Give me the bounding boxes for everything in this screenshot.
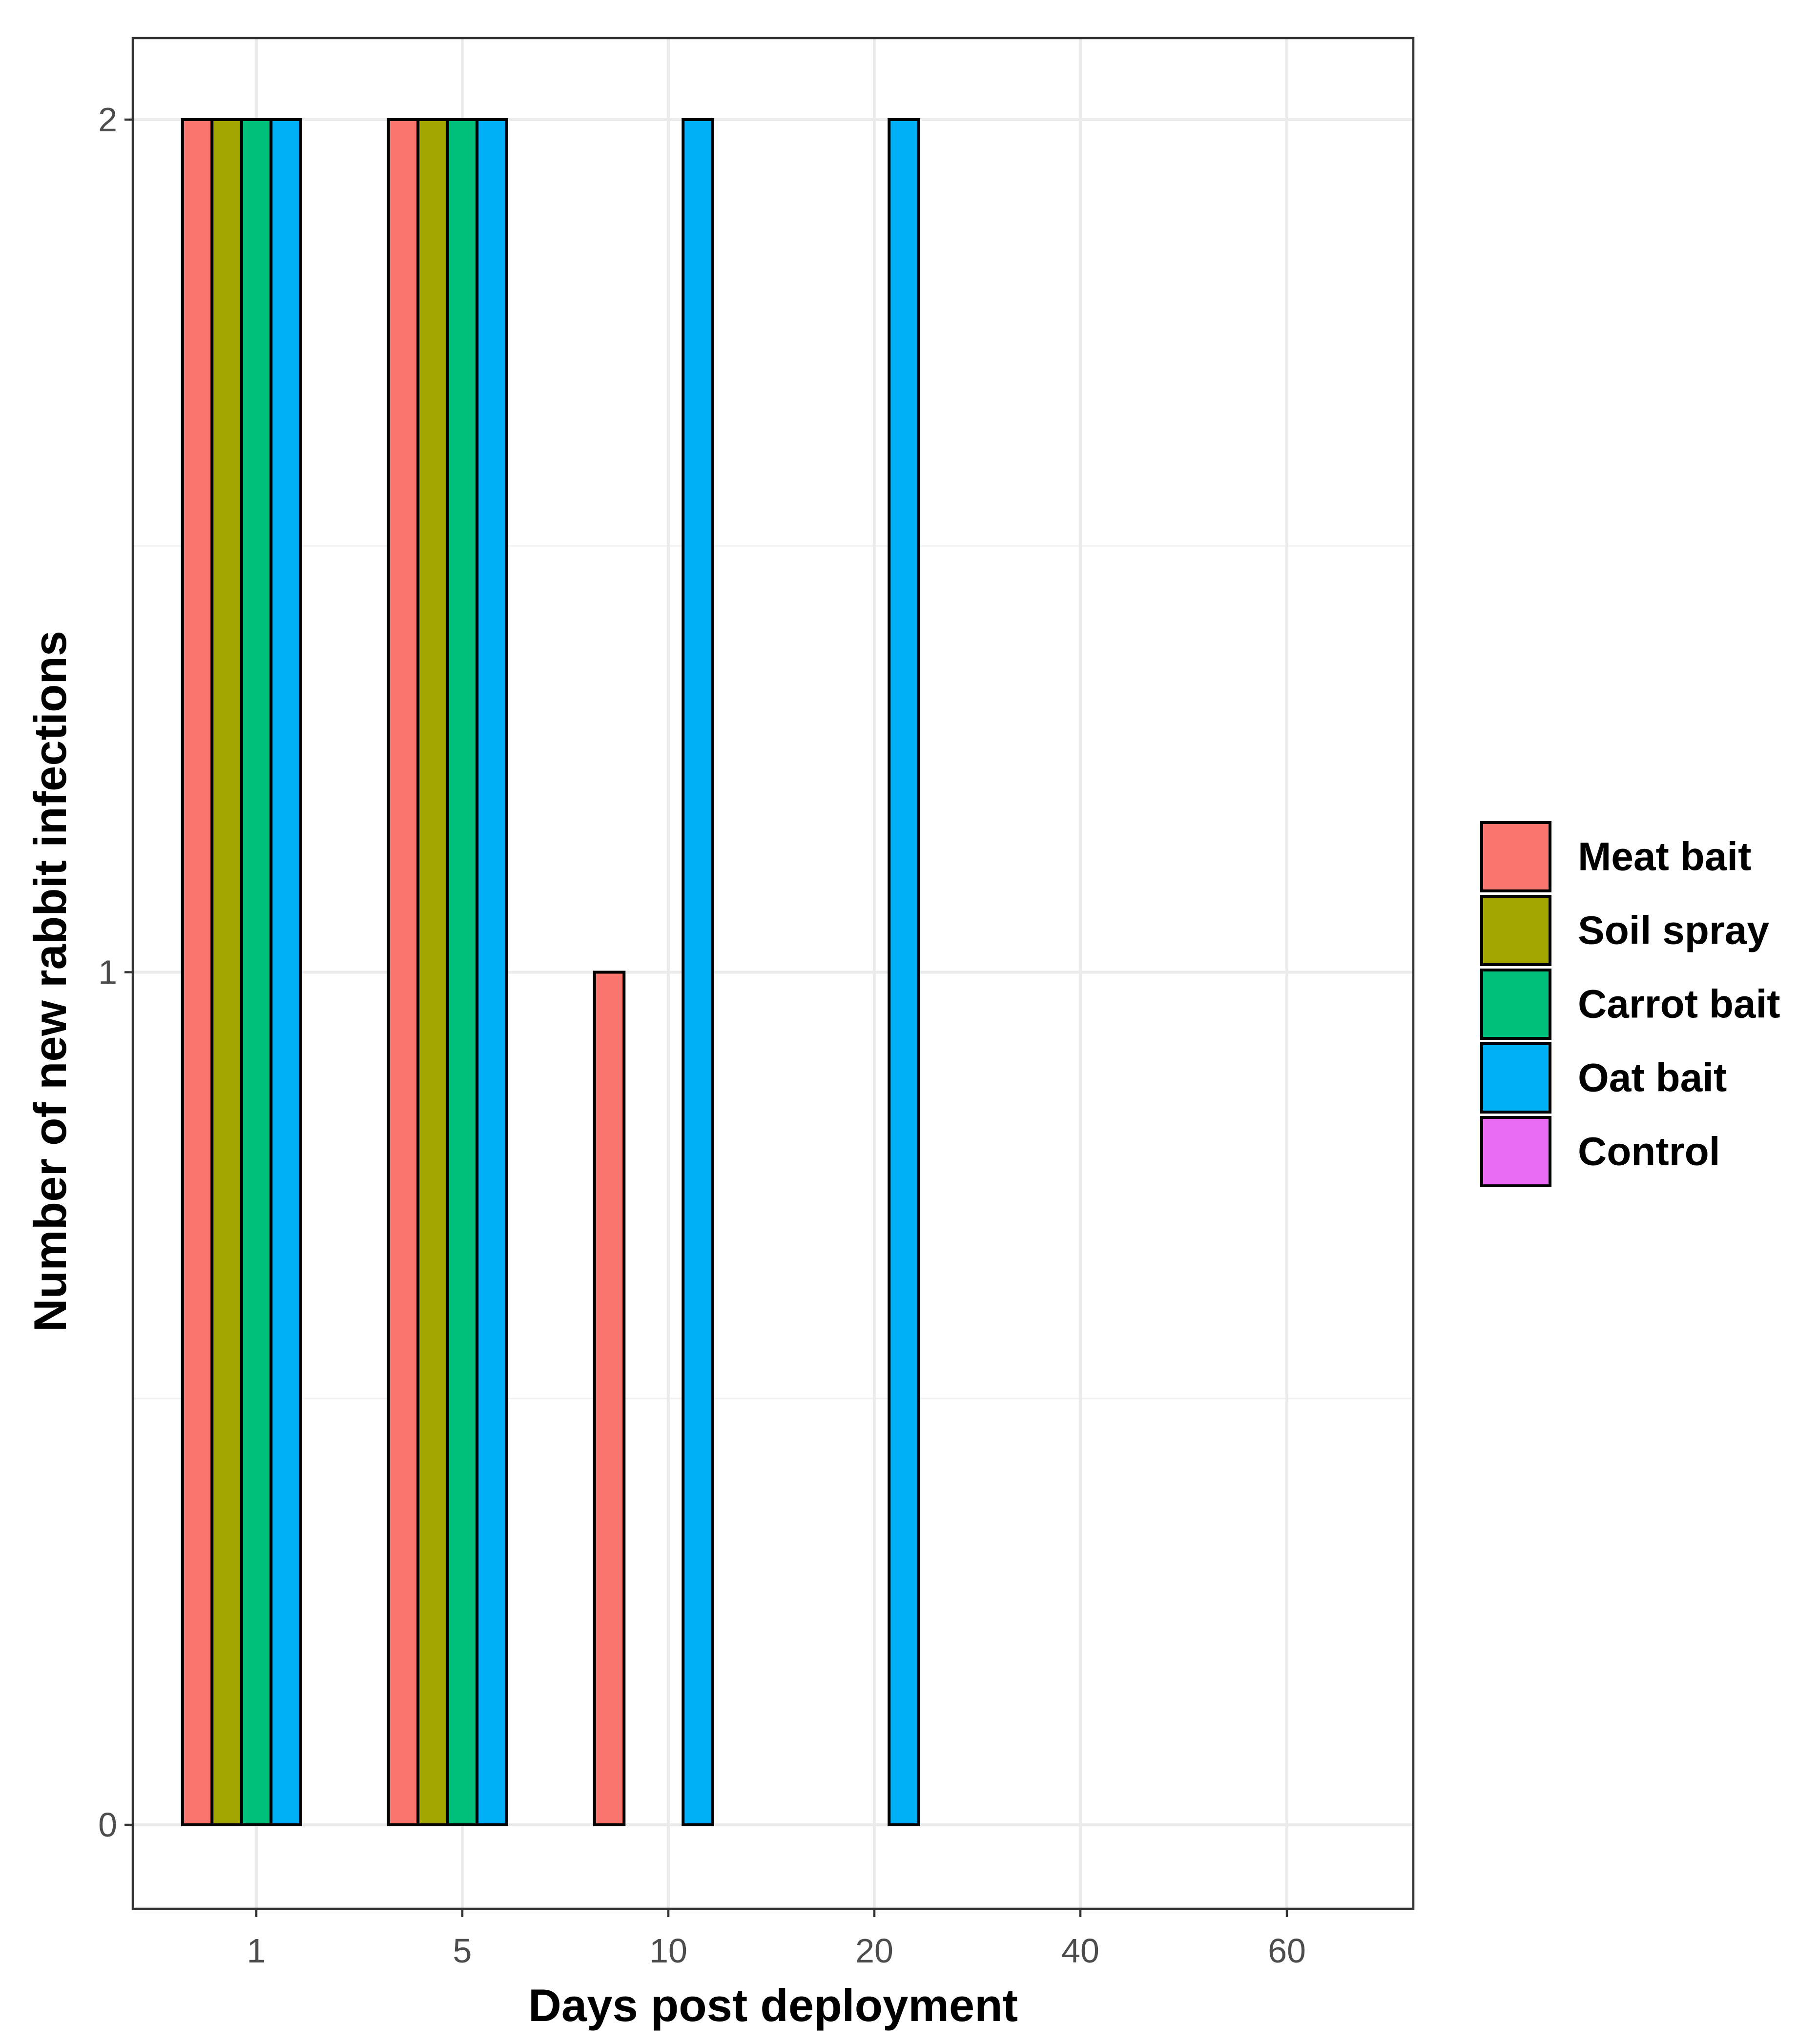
bar-meat-bait-day-1 — [181, 118, 214, 1826]
legend-label-soil-spray: Soil spray — [1578, 908, 1769, 953]
x-axis: 1 5 10 20 40 60 — [247, 1909, 1306, 1970]
bar-carrot-bait-day-1 — [240, 118, 273, 1826]
legend-label-meat-bait: Meat bait — [1578, 835, 1751, 879]
y-tick-label: 2 — [98, 101, 117, 139]
bars-layer — [181, 118, 920, 1826]
x-tick-label: 10 — [649, 1932, 687, 1970]
legend-key-carrot-bait — [1480, 969, 1551, 1040]
bar-soil-spray-day-5 — [416, 118, 449, 1826]
bar-oat-bait-day-1 — [269, 118, 302, 1826]
legend: Meat bait Soil spray Carrot bait Oat bait Co… — [1480, 821, 1780, 1187]
x-tick-label: 1 — [247, 1932, 266, 1970]
legend-label-control: Control — [1578, 1130, 1720, 1174]
x-axis-title: Days post deployment — [528, 1980, 1018, 2031]
legend-key-oat-bait — [1480, 1042, 1551, 1114]
bar-meat-bait-day-5 — [387, 118, 420, 1826]
x-tick-label: 5 — [453, 1932, 472, 1970]
x-tick-label: 20 — [855, 1932, 893, 1970]
y-tick-label: 1 — [98, 953, 117, 991]
bar-meat-bait-day-10 — [593, 970, 626, 1826]
bar-carrot-bait-day-5 — [446, 118, 479, 1826]
y-axis: 0 1 2 — [98, 101, 133, 1844]
bar-oat-bait-day-20 — [888, 118, 920, 1826]
bar-oat-bait-day-10 — [682, 118, 714, 1826]
y-tick-label: 0 — [98, 1806, 117, 1844]
legend-label-carrot-bait: Carrot bait — [1578, 982, 1780, 1027]
legend-key-meat-bait — [1480, 821, 1551, 892]
legend-key-soil-spray — [1480, 895, 1551, 966]
bar-soil-spray-day-1 — [210, 118, 243, 1826]
x-tick-label: 60 — [1268, 1932, 1306, 1970]
y-axis-title: Number of new rabbit infections — [24, 631, 76, 1332]
legend-label-oat-bait: Oat bait — [1578, 1056, 1727, 1100]
plot-panel-border — [131, 37, 1415, 1910]
legend-key-control — [1480, 1116, 1551, 1187]
bar-oat-bait-day-5 — [475, 118, 508, 1826]
x-tick-label: 40 — [1061, 1932, 1099, 1970]
